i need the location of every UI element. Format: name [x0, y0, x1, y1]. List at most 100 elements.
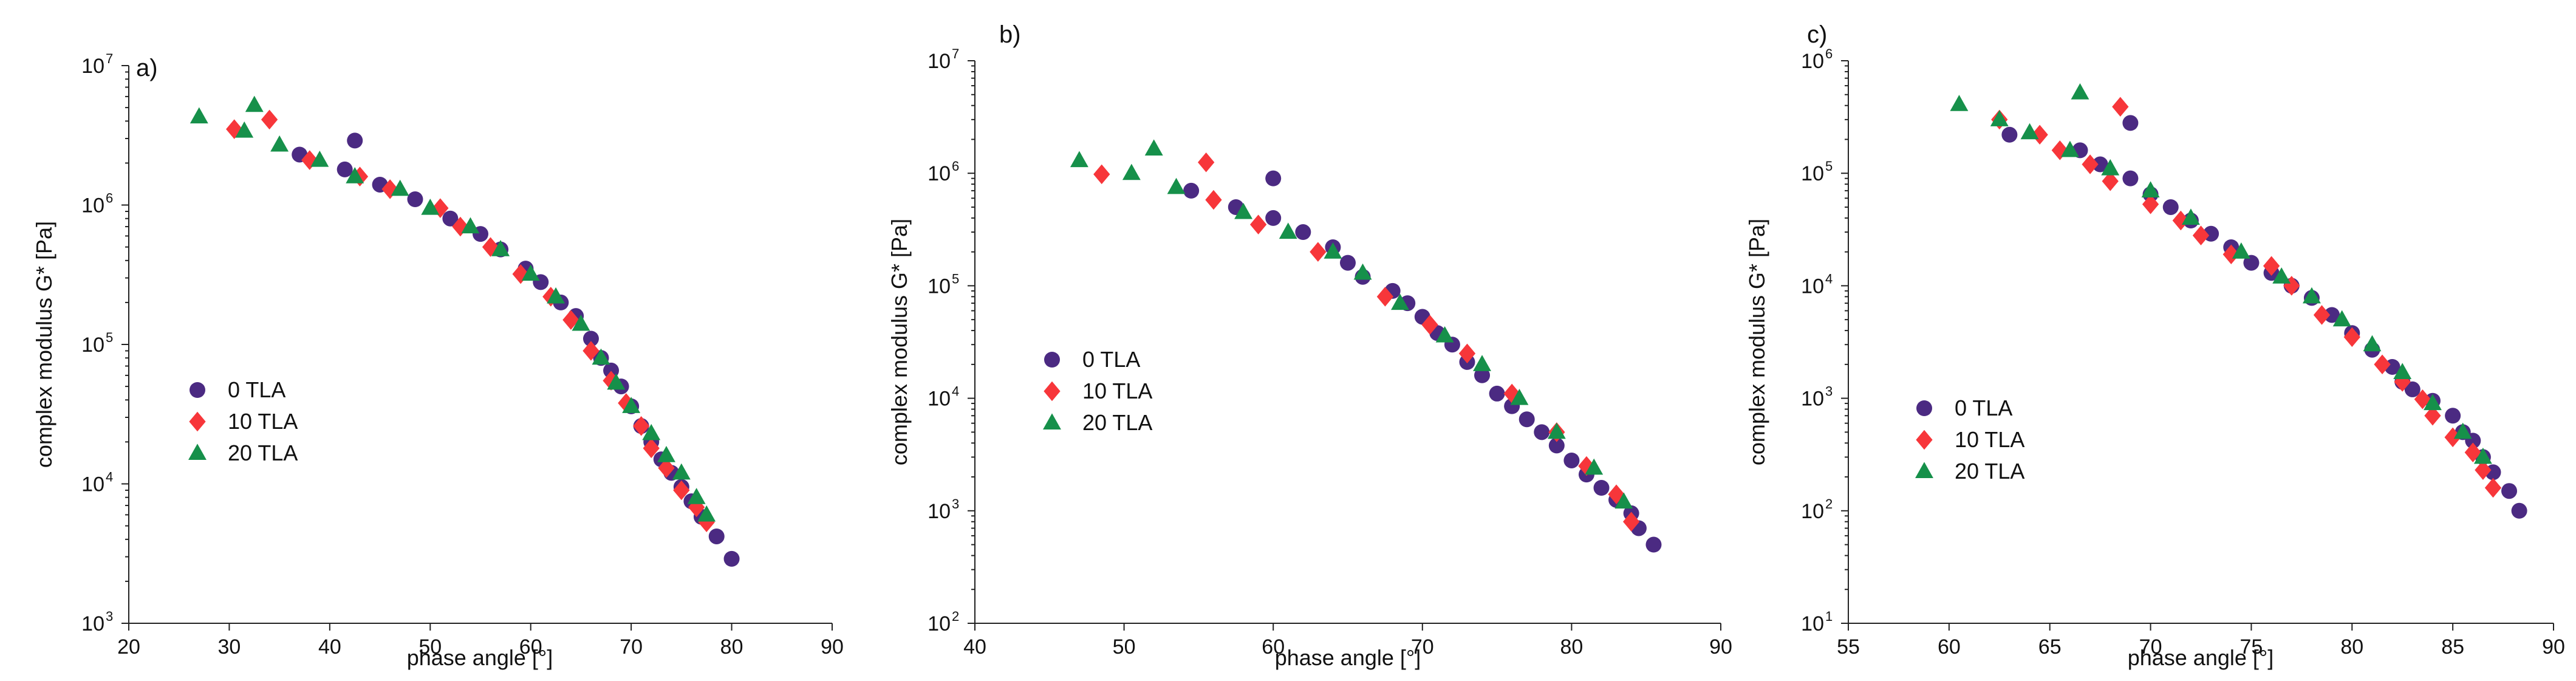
- y-tick-exponent: 5: [1825, 159, 1833, 174]
- data-point: [190, 107, 208, 124]
- series-10-tla: [226, 109, 715, 533]
- data-point: [2243, 255, 2260, 271]
- y-tick-exponent: 1: [1825, 609, 1833, 624]
- y-axis-title: complex modulus G* [Pa]: [32, 221, 56, 468]
- data-point: [2324, 307, 2340, 323]
- data-point: [607, 373, 626, 390]
- legend-marker: [189, 411, 206, 432]
- y-tick-label: 10: [1801, 50, 1824, 73]
- data-point: [2473, 447, 2492, 464]
- data-point: [2453, 422, 2472, 439]
- data-point: [2393, 363, 2412, 379]
- data-point: [1391, 293, 1409, 310]
- data-point: [2102, 171, 2119, 191]
- data-point: [1310, 242, 1327, 262]
- data-point: [723, 550, 740, 567]
- data-point: [2272, 267, 2291, 284]
- panel-label: c): [1807, 21, 1827, 48]
- data-point: [1122, 163, 1141, 180]
- x-tick-label: 70: [620, 635, 643, 659]
- data-point: [2232, 242, 2250, 259]
- data-point: [1473, 355, 1491, 371]
- y-tick-label: 10: [1801, 275, 1824, 298]
- y-tick-label: 10: [81, 55, 104, 78]
- x-tick-label: 70: [1411, 635, 1434, 659]
- data-point: [1435, 326, 1454, 343]
- y-tick-exponent: 6: [106, 191, 113, 206]
- data-point: [2445, 408, 2461, 424]
- y-tick-exponent: 2: [1825, 496, 1833, 512]
- data-point: [2501, 483, 2518, 499]
- data-point: [1144, 139, 1163, 156]
- y-tick-label: 10: [928, 388, 951, 411]
- data-point: [2172, 210, 2189, 231]
- series-20-tla: [1070, 139, 1633, 509]
- data-point: [547, 287, 565, 304]
- data-point: [421, 199, 440, 215]
- data-point: [603, 362, 620, 378]
- y-tick-label: 10: [81, 194, 104, 217]
- data-point: [583, 330, 599, 347]
- x-tick-label: 85: [2441, 635, 2464, 659]
- y-tick-exponent: 3: [106, 609, 113, 624]
- x-tick-label: 50: [1113, 635, 1136, 659]
- data-point: [592, 348, 610, 365]
- data-point: [673, 480, 690, 501]
- data-point: [1593, 479, 1610, 496]
- data-point: [235, 121, 254, 138]
- y-tick-exponent: 3: [952, 496, 959, 512]
- data-point: [2122, 115, 2139, 131]
- data-point: [1578, 456, 1595, 476]
- data-point: [1585, 458, 1604, 475]
- y-tick-label: 10: [1801, 612, 1824, 635]
- y-tick-exponent: 7: [106, 51, 113, 66]
- x-tick-label: 70: [2139, 635, 2162, 659]
- data-point: [2404, 381, 2421, 397]
- x-tick-label: 75: [2240, 635, 2263, 659]
- data-point: [1645, 536, 1662, 553]
- data-point: [2071, 83, 2089, 100]
- x-tick-label: 40: [963, 635, 986, 659]
- legend-label: 20 TLA: [1955, 459, 2024, 484]
- data-point: [1519, 411, 1535, 428]
- x-axis-title: phase angle [°]: [407, 645, 553, 670]
- data-point: [391, 179, 409, 196]
- data-point: [1534, 424, 1550, 440]
- y-tick-label: 10: [81, 612, 104, 635]
- data-point: [2092, 156, 2108, 173]
- x-tick-label: 50: [419, 635, 442, 659]
- data-point: [708, 528, 725, 544]
- x-tick-label: 40: [318, 635, 341, 659]
- legend-label: 10 TLA: [228, 409, 298, 434]
- data-point: [1622, 512, 1640, 532]
- series-0-tla: [292, 132, 740, 567]
- data-point: [1183, 182, 1200, 199]
- data-point: [2222, 244, 2239, 265]
- data-point: [1950, 95, 1969, 111]
- legend-marker: [1915, 462, 1933, 479]
- data-point: [583, 341, 600, 361]
- panel-label: b): [999, 21, 1021, 48]
- data-point: [562, 310, 579, 330]
- legend-marker: [1044, 381, 1061, 402]
- data-point: [1614, 492, 1633, 509]
- legend-label: 0 TLA: [228, 377, 285, 402]
- data-point: [1265, 210, 1282, 226]
- legend: 0 TLA 10 TLA 20 TLA: [188, 377, 298, 465]
- y-tick-label: 10: [928, 162, 951, 185]
- data-point: [1376, 287, 1394, 307]
- data-point: [2424, 406, 2441, 426]
- legend-label: 10 TLA: [1082, 378, 1152, 403]
- y-tick-label: 10: [1801, 388, 1824, 411]
- y-axis-title: complex modulus G* [Pa]: [1744, 219, 1769, 465]
- data-point: [687, 488, 706, 504]
- data-point: [1503, 383, 1520, 404]
- data-point: [2060, 140, 2079, 157]
- x-tick-label: 80: [720, 635, 743, 659]
- data-point: [672, 463, 691, 480]
- data-point: [2283, 276, 2300, 296]
- data-point: [2444, 427, 2461, 448]
